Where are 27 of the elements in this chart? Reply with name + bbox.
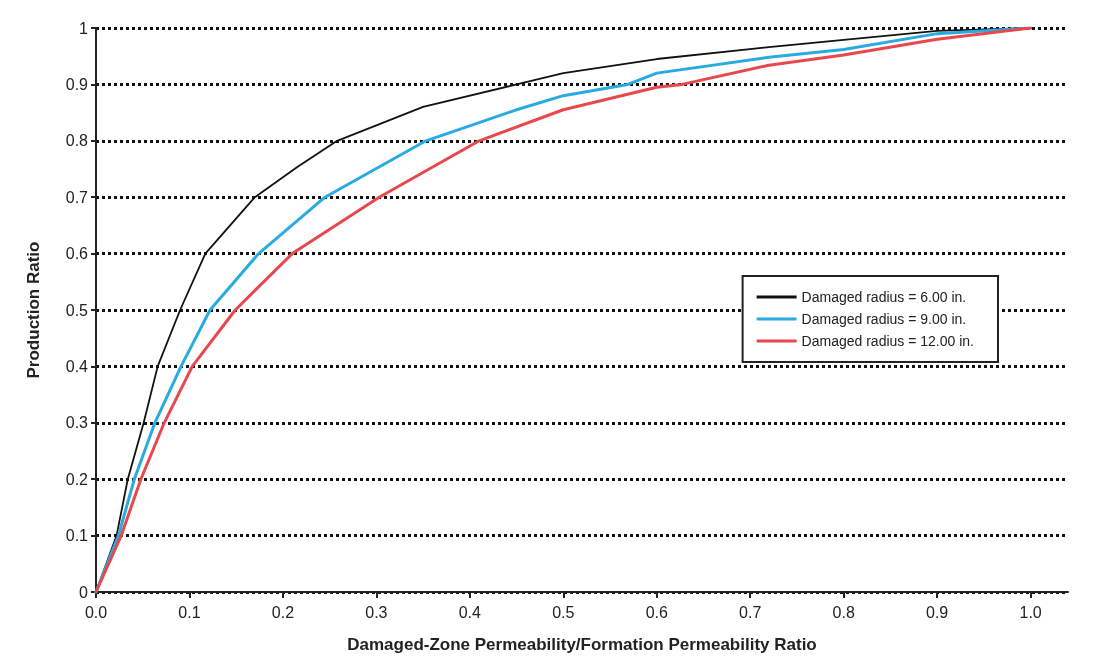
y-axis-title: Production Ratio bbox=[24, 241, 43, 379]
x-tick-label: 1.0 bbox=[1019, 603, 1042, 621]
y-tick-label: 0.7 bbox=[65, 188, 89, 206]
y-tick-label: 0.5 bbox=[65, 301, 89, 319]
y-tick-label: 0.6 bbox=[65, 245, 89, 263]
x-tick-label: 0.9 bbox=[926, 603, 949, 621]
legend-label: Damaged radius = 6.00 in. bbox=[801, 289, 967, 305]
x-tick-label: 0.5 bbox=[552, 603, 575, 621]
x-tick-label: 0.3 bbox=[365, 603, 388, 621]
x-tick-label: 0.4 bbox=[458, 603, 482, 621]
x-axis-title: Damaged-Zone Permeability/Formation Permeability Ratio bbox=[347, 635, 817, 654]
x-tick-label: 0.0 bbox=[84, 603, 108, 621]
x-tick-label: 0.2 bbox=[271, 603, 295, 621]
y-tick-label: 0.1 bbox=[65, 527, 89, 545]
y-tick-label: 1 bbox=[79, 19, 89, 37]
legend-label: Damaged radius = 12.00 in. bbox=[801, 333, 974, 349]
y-tick-label: 0 bbox=[79, 583, 89, 601]
x-tick-label: 0.7 bbox=[739, 603, 762, 621]
y-tick-label: 0.2 bbox=[65, 470, 89, 488]
x-tick-label: 0.8 bbox=[832, 603, 855, 621]
x-tick-label: 0.1 bbox=[178, 603, 201, 621]
x-tick-label: 0.6 bbox=[645, 603, 668, 621]
y-tick-label: 0.9 bbox=[65, 75, 89, 93]
y-tick-label: 0.8 bbox=[65, 132, 89, 150]
y-tick-label: 0.3 bbox=[65, 414, 89, 432]
y-tick-label: 0.4 bbox=[65, 357, 89, 375]
legend-label: Damaged radius = 9.00 in. bbox=[801, 311, 967, 327]
